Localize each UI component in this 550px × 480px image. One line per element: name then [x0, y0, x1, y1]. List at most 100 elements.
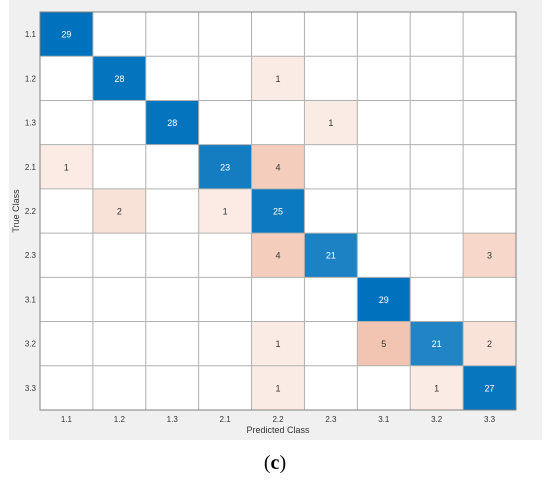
cell-r3-c2	[92, 100, 146, 145]
cell-r5-c6	[304, 188, 358, 234]
cell-r3-c8	[410, 100, 464, 145]
cell-value-r6-c9: 3	[487, 251, 492, 261]
cell-r4-c2	[92, 144, 146, 189]
plot-border	[39, 11, 517, 411]
cell-r4-c1	[40, 144, 93, 189]
cell-r1-c6	[304, 12, 358, 57]
cell-r9-c8	[410, 365, 464, 410]
cell-r7-c4	[198, 277, 252, 322]
cell-r5-c1	[40, 188, 93, 234]
cell-r1-c7	[357, 12, 411, 57]
caption-open: (	[263, 452, 271, 474]
cell-r9-c9	[463, 365, 516, 410]
x-tick-label: 1.2	[114, 415, 126, 424]
y-tick-label: 1.3	[25, 119, 37, 128]
x-tick-label: 2.3	[325, 415, 337, 424]
cell-r4-c7	[357, 144, 411, 189]
cell-r7-c6	[304, 277, 358, 322]
cell-value-r5-c2: 2	[117, 207, 122, 217]
y-tick-label: 3.1	[25, 295, 37, 304]
cell-r4-c6	[304, 144, 358, 189]
cell-r8-c1	[40, 321, 93, 366]
cell-r1-c5	[251, 12, 305, 57]
cell-r8-c6	[304, 321, 358, 366]
cell-r1-c4	[198, 12, 252, 57]
cell-r2-c9	[463, 56, 516, 101]
cell-r2-c8	[410, 56, 464, 101]
cell-r3-c9	[463, 100, 516, 145]
cell-r2-c6	[304, 56, 358, 101]
y-tick-label: 2.3	[25, 251, 37, 260]
y-axis-label: True Class	[11, 189, 21, 233]
cell-r5-c7	[357, 188, 411, 234]
cell-r7-c3	[145, 277, 199, 322]
y-tick-label: 2.2	[25, 207, 37, 216]
cell-r9-c2	[92, 365, 146, 410]
cell-r5-c5	[251, 188, 305, 234]
cell-r5-c2	[92, 188, 146, 234]
y-tick-label: 1.2	[25, 74, 37, 83]
cell-r4-c3	[145, 144, 199, 189]
cell-value-r4-c4: 23	[220, 162, 230, 172]
cell-r2-c1	[40, 56, 93, 101]
cell-value-r8-c5: 1	[275, 339, 280, 349]
x-tick-label: 2.1	[220, 415, 232, 424]
cell-r5-c4	[198, 188, 252, 234]
x-tick-label: 3.1	[378, 415, 390, 424]
cell-value-r6-c6: 21	[326, 251, 336, 261]
cell-value-r6-c5: 4	[275, 251, 280, 261]
cell-r8-c2	[92, 321, 146, 366]
y-tick-label: 3.3	[25, 384, 37, 393]
y-tick-label: 3.2	[25, 340, 37, 349]
cell-r3-c4	[198, 100, 252, 145]
x-tick-label: 3.3	[484, 415, 496, 424]
cell-r4-c8	[410, 144, 464, 189]
cell-r9-c5	[251, 365, 305, 410]
cell-value-r1-c1: 29	[61, 30, 71, 40]
cell-value-r5-c4: 1	[223, 207, 228, 217]
cell-r8-c8	[410, 321, 464, 366]
caption-close: )	[279, 452, 287, 474]
cell-r2-c4	[198, 56, 252, 101]
y-tick-label: 1.1	[25, 30, 37, 39]
caption-letter: c	[270, 452, 280, 474]
cell-r3-c5	[251, 100, 305, 145]
cell-r6-c5	[251, 233, 305, 278]
cell-r7-c8	[410, 277, 464, 322]
cell-r6-c4	[198, 233, 252, 278]
cell-r8-c7	[357, 321, 411, 366]
cell-r5-c3	[145, 188, 199, 234]
cell-r6-c1	[40, 233, 93, 278]
cell-value-r4-c5: 4	[275, 162, 280, 172]
cell-r2-c3	[145, 56, 199, 101]
cell-r8-c4	[198, 321, 252, 366]
x-tick-label: 1.3	[167, 415, 179, 424]
cell-r8-c5	[251, 321, 305, 366]
cell-value-r8-c8: 21	[432, 339, 442, 349]
x-tick-label: 1.1	[61, 415, 73, 424]
cell-value-r8-c7: 5	[381, 339, 386, 349]
cell-r7-c7	[357, 277, 411, 322]
x-tick-label: 3.2	[431, 415, 443, 424]
cell-r7-c9	[463, 277, 516, 322]
cell-value-r5-c5: 25	[273, 207, 283, 217]
cell-r2-c7	[357, 56, 411, 101]
cell-r4-c5	[251, 144, 305, 189]
cell-r6-c8	[410, 233, 464, 278]
cell-r3-c1	[40, 100, 93, 145]
cell-value-r9-c9: 27	[485, 383, 495, 393]
cell-r8-c9	[463, 321, 516, 366]
cell-r6-c6	[304, 233, 358, 278]
cell-r9-c1	[40, 365, 93, 410]
cell-r5-c8	[410, 188, 464, 234]
cell-r8-c3	[145, 321, 199, 366]
cell-r3-c3	[145, 100, 199, 145]
cell-r2-c5	[251, 56, 305, 101]
cell-r1-c1	[40, 12, 93, 57]
cell-r5-c9	[463, 188, 516, 234]
cell-r1-c9	[463, 12, 516, 57]
cell-r9-c6	[304, 365, 358, 410]
cell-value-r9-c8: 1	[434, 383, 439, 393]
x-tick-label: 2.2	[272, 415, 284, 424]
